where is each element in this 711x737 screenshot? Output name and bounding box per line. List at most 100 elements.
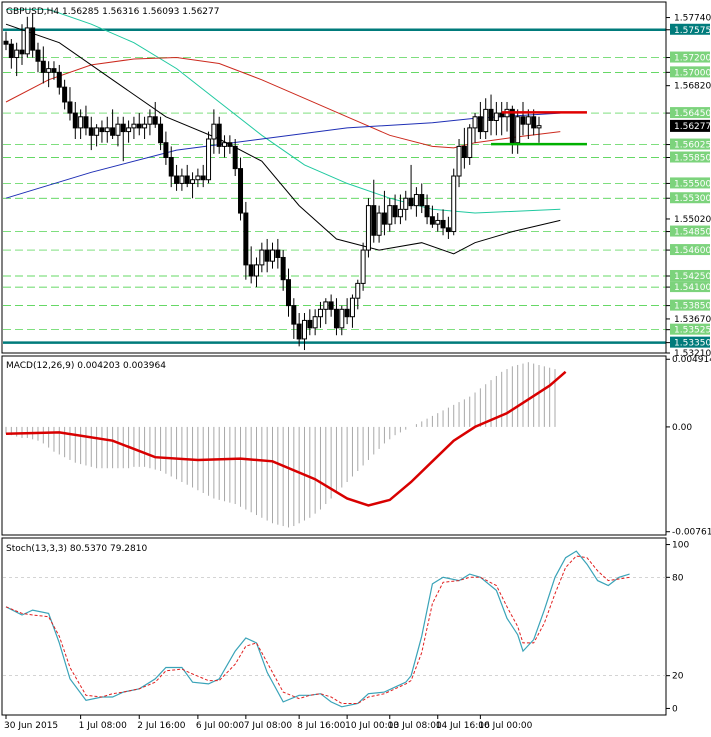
- price-tag: [670, 269, 710, 281]
- candle-body-up: [493, 112, 499, 121]
- price-label: 1.55500: [674, 179, 711, 189]
- candle: [435, 213, 441, 232]
- candle-body-down: [477, 116, 483, 133]
- price-label: 1.57200: [674, 54, 711, 64]
- time-label: 1 Jul 08:00: [79, 721, 128, 731]
- candle-body-up: [270, 249, 275, 262]
- candle-body-down: [88, 127, 94, 136]
- current-price-tag: [670, 119, 710, 132]
- candle-body-down: [445, 227, 451, 233]
- candle: [142, 116, 148, 139]
- candle: [275, 238, 281, 269]
- candle: [365, 198, 371, 258]
- stoch-tick-label: 100: [672, 541, 689, 551]
- price-tag: [670, 66, 710, 78]
- candle: [14, 42, 20, 77]
- time-label: 6 Jul 00:00: [196, 721, 245, 731]
- macd-axis: 0.004914 0.00 -0.007612: [666, 355, 711, 538]
- price-label: 1.53670: [674, 315, 711, 325]
- current-price-label: 1.56277: [674, 122, 711, 132]
- candle-body-up: [472, 116, 478, 129]
- candle-body-down: [328, 301, 334, 310]
- candle-body-up: [142, 123, 148, 129]
- candle-body-up: [301, 319, 307, 340]
- candle-body-down: [56, 71, 62, 88]
- candle: [184, 164, 190, 188]
- price-label: 1.54850: [674, 228, 711, 238]
- candle-body-up: [254, 264, 260, 277]
- candle-body-down: [248, 264, 254, 277]
- candle: [285, 268, 291, 317]
- price-tag: [670, 225, 710, 237]
- candle: [536, 116, 542, 143]
- candle: [51, 61, 57, 80]
- candle: [392, 194, 398, 225]
- candle: [200, 164, 206, 188]
- candle: [520, 101, 526, 136]
- price-label: 1.53350: [674, 339, 711, 349]
- candle: [493, 101, 499, 136]
- candle: [291, 298, 297, 339]
- candle: [381, 190, 387, 236]
- price-label: 1.55300: [674, 194, 711, 204]
- candle: [211, 109, 217, 154]
- candle: [243, 201, 249, 280]
- candle: [483, 98, 489, 139]
- candle-body-down: [392, 205, 398, 218]
- candle-body-down: [184, 175, 190, 184]
- candle: [147, 109, 153, 136]
- candle-body-down: [62, 86, 68, 103]
- time-label: 7 Jul 08:00: [244, 721, 293, 731]
- time-label: 8 Jul 16:00: [297, 721, 346, 731]
- candle: [467, 124, 473, 165]
- candle-body-down: [232, 145, 238, 170]
- candle: [344, 298, 350, 325]
- stoch-tick-label: 80: [672, 573, 684, 583]
- candle-body-up: [349, 297, 355, 318]
- price-label: 1.53850: [674, 302, 711, 312]
- candle-body-up: [376, 212, 382, 236]
- candle-body-up: [259, 249, 265, 266]
- price-tag: [670, 244, 710, 256]
- candle: [120, 116, 126, 162]
- candle: [104, 116, 110, 143]
- candle-body-down: [531, 116, 537, 129]
- candle-body-up: [403, 197, 409, 210]
- candle: [515, 109, 521, 154]
- price-label: 1.55850: [674, 154, 711, 164]
- candle-body-down: [243, 212, 249, 266]
- candle: [317, 301, 323, 328]
- candle: [349, 294, 355, 328]
- candle-body-up: [104, 127, 110, 133]
- candle: [451, 168, 457, 236]
- stoch-header: Stoch(13,3,3) 80.5370 79.2810: [6, 544, 147, 554]
- price-tag: [670, 51, 710, 63]
- candle: [136, 113, 142, 136]
- candle-body-down: [158, 123, 164, 144]
- candle: [509, 105, 515, 154]
- candle-body-down: [83, 116, 89, 129]
- candle-body-down: [461, 145, 467, 159]
- candle: [72, 101, 78, 139]
- candle-body-down: [51, 68, 57, 73]
- candle: [179, 168, 185, 191]
- candle-body-up: [195, 175, 201, 181]
- candle-body-down: [110, 127, 116, 136]
- candle: [168, 146, 174, 188]
- candle: [30, 13, 36, 58]
- candle: [270, 242, 275, 269]
- candle: [456, 138, 462, 188]
- candle-body-up: [355, 282, 361, 299]
- candle: [78, 109, 84, 139]
- price-label: 1.54100: [674, 283, 711, 293]
- candle: [40, 46, 46, 84]
- candle-body-up: [14, 49, 20, 59]
- candle: [222, 135, 228, 158]
- price-label: 1.53525: [674, 326, 711, 336]
- candle: [195, 168, 201, 188]
- price-label: 1.54250: [674, 272, 711, 282]
- price-axis: 1.57740 1.57575 1.57200 1.57000 1.56820 1.564…: [666, 14, 711, 359]
- candle: [216, 116, 222, 154]
- candle: [8, 39, 14, 69]
